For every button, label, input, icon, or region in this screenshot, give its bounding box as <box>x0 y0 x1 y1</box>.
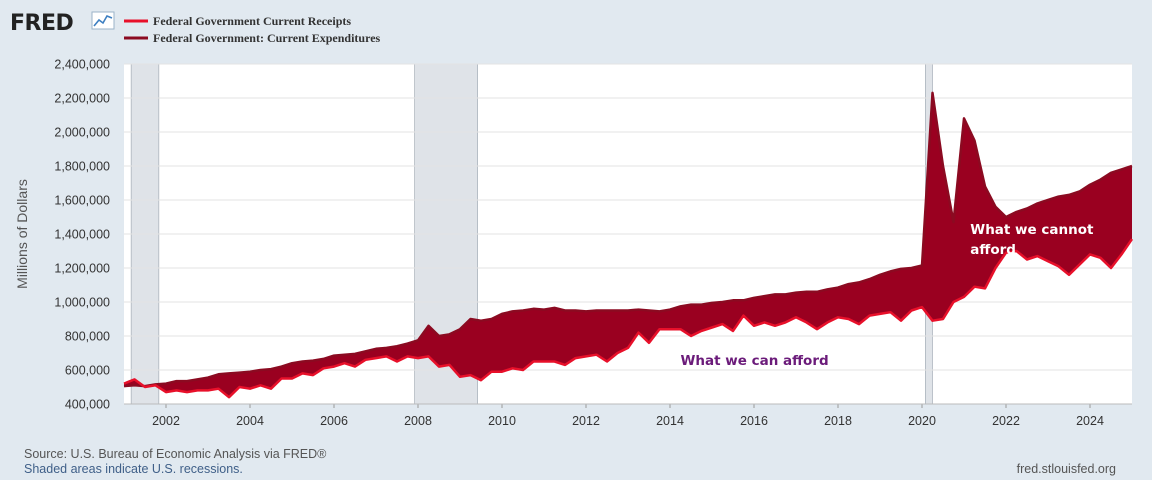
annotation-line: What we cannot <box>970 222 1094 238</box>
y-tick-label: 2,400,000 <box>54 58 110 72</box>
y-tick-label: 1,000,000 <box>54 296 110 310</box>
y-tick-label: 600,000 <box>65 364 110 378</box>
y-tick-label: 1,600,000 <box>54 194 110 208</box>
x-tick-label: 2002 <box>152 414 180 428</box>
y-tick-label: 400,000 <box>65 398 110 412</box>
source-note: Source: U.S. Bureau of Economic Analysis… <box>24 447 327 461</box>
annotation-text: What we cannot afford <box>970 222 1094 258</box>
x-tick-label: 2020 <box>908 414 936 428</box>
y-tick-label: 2,000,000 <box>54 126 110 140</box>
annotation-line: afford <box>970 242 1016 258</box>
annotation-text: What we can afford <box>681 353 829 369</box>
x-tick-label: 2012 <box>572 414 600 428</box>
x-tick-label: 2004 <box>236 414 264 428</box>
y-tick-label: 2,200,000 <box>54 92 110 106</box>
legend: Federal Government Current Receipts Fede… <box>124 14 381 45</box>
y-tick-label: 1,800,000 <box>54 160 110 174</box>
y-tick-label: 1,200,000 <box>54 262 110 276</box>
legend-label-expenditures: Federal Government: Current Expenditures <box>153 31 381 45</box>
series-line-receipts <box>123 238 1134 399</box>
x-tick-label: 2014 <box>656 414 684 428</box>
series-line-expenditures <box>123 91 1133 388</box>
y-tick-label: 800,000 <box>65 330 110 344</box>
annotations: What we cannot afford What we can afford <box>681 222 1095 369</box>
series-layer <box>123 91 1134 399</box>
x-tick-label: 2010 <box>488 414 516 428</box>
legend-label-receipts: Federal Government Current Receipts <box>153 14 351 28</box>
annotation-line: What we can afford <box>681 353 829 369</box>
recession-note: Shaded areas indicate U.S. recessions. <box>24 462 243 476</box>
fred-logo[interactable]: FRED <box>10 11 115 36</box>
x-tick-label: 2022 <box>992 414 1020 428</box>
x-tick-label: 2016 <box>740 414 768 428</box>
fred-logo-chart-icon <box>91 11 115 30</box>
deficit-area <box>124 92 1132 398</box>
y-axis-label: Millions of Dollars <box>14 179 30 289</box>
axes: 400,000 600,000 800,000 1,000,000 1,200,000 1… <box>54 58 1132 428</box>
x-tick-label: 2018 <box>824 414 852 428</box>
x-tick-label: 2024 <box>1076 414 1104 428</box>
y-tick-label: 1,400,000 <box>54 228 110 242</box>
fred-logo-text: FRED <box>10 11 73 36</box>
x-tick-label: 2008 <box>404 414 432 428</box>
fred-url-link[interactable]: fred.stlouisfed.org <box>1016 462 1116 476</box>
x-tick-label: 2006 <box>320 414 348 428</box>
